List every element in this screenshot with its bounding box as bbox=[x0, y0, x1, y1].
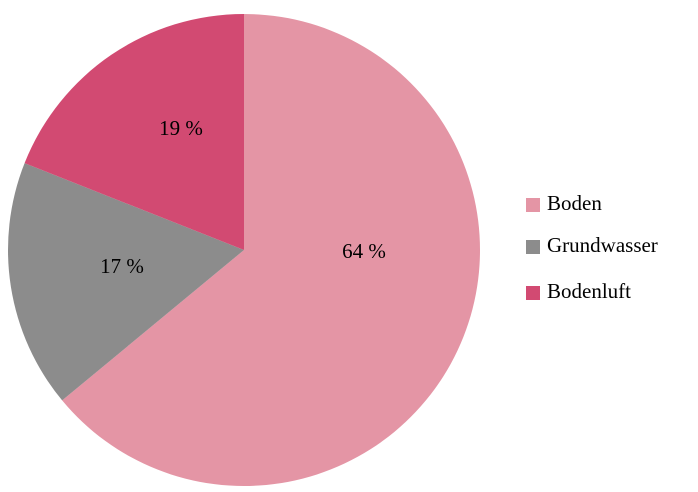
legend-label: Grundwasser bbox=[547, 233, 658, 257]
pie-slice bbox=[8, 163, 244, 401]
data-label: 17 % bbox=[100, 254, 144, 278]
legend-label: Boden bbox=[547, 191, 602, 215]
data-label: 19 % bbox=[159, 116, 203, 140]
data-label: 64 % bbox=[342, 239, 386, 263]
pie-slice bbox=[24, 14, 244, 250]
legend-label: Bodenluft bbox=[547, 279, 631, 303]
legend-swatch bbox=[526, 286, 540, 300]
pie-slice bbox=[62, 14, 480, 486]
legend-swatch bbox=[526, 198, 540, 212]
legend-swatch bbox=[526, 240, 540, 254]
